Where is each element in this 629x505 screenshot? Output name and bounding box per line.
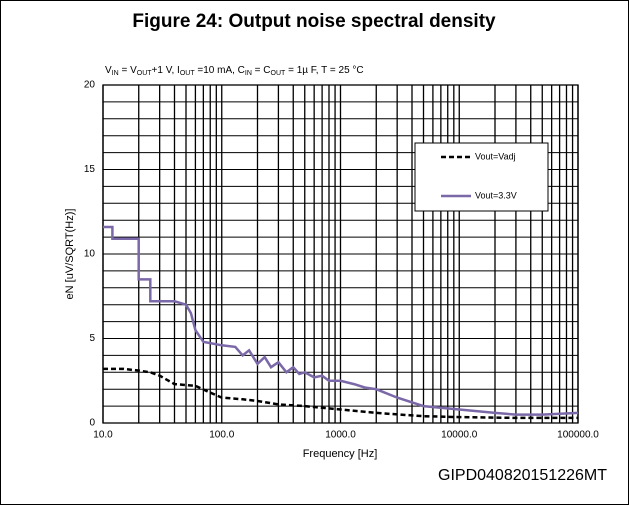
subscript: OUT <box>137 70 153 77</box>
subtitle-part: = C <box>252 65 271 76</box>
x-tick-label: 100000.0 <box>557 430 599 441</box>
x-axis-label: Frequency [Hz] <box>303 448 378 460</box>
x-tick-label: 100.0 <box>209 430 234 441</box>
series-line <box>103 225 579 416</box>
y-axis-label: eN [uV/SQRT(Hz)] <box>64 209 76 300</box>
chart-subtitle: VIN = VOUT+1 V, IOUT =10 mA, CIN = COUT … <box>105 65 364 78</box>
subtitle-part: +1 V, I <box>152 65 180 76</box>
legend-label: Vout=Vadj <box>475 151 516 161</box>
y-tick-label: 0 <box>89 418 95 429</box>
subtitle-part: V <box>105 65 112 76</box>
y-tick-label: 15 <box>84 164 96 175</box>
subtitle-part: = V <box>119 65 137 76</box>
legend-label: Vout=3.3V <box>475 190 517 200</box>
legend-box <box>414 142 549 212</box>
y-tick-label: 5 <box>89 333 95 344</box>
subtitle-part: = 1µ F, T = 25 °C <box>285 65 363 76</box>
subtitle-part: =10 mA, C <box>195 65 245 76</box>
plot-border <box>102 84 579 424</box>
y-tick-label: 20 <box>84 80 96 91</box>
x-tick-label: 10.0 <box>93 430 113 441</box>
subscript: OUT <box>180 70 196 77</box>
chart-title: Figure 24: Output noise spectral density <box>132 11 496 32</box>
annotation: GIPD040820151226MT <box>438 467 607 484</box>
series-line <box>103 367 578 420</box>
subscript: IN <box>112 70 119 77</box>
subscript: OUT <box>271 70 287 77</box>
x-tick-label: 10000.0 <box>441 430 478 441</box>
y-tick-label: 10 <box>84 249 96 260</box>
subscript: IN <box>245 70 252 77</box>
x-tick-label: 1000.0 <box>325 430 356 441</box>
